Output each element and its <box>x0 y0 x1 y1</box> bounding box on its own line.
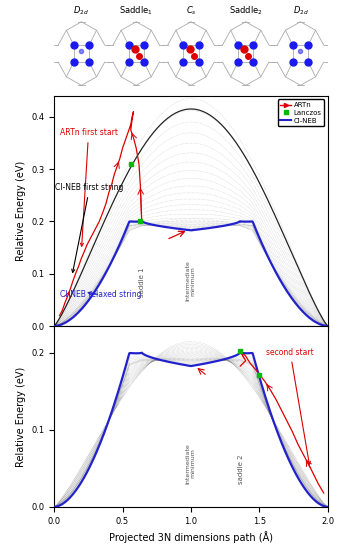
Text: $C_s$: $C_s$ <box>186 5 196 18</box>
Text: second start: second start <box>266 347 314 465</box>
Text: saddle 2: saddle 2 <box>238 454 244 484</box>
X-axis label: Projected 3N dimensions path (Å): Projected 3N dimensions path (Å) <box>109 531 273 543</box>
Text: CI-NEB relaxed string: CI-NEB relaxed string <box>59 290 141 299</box>
Text: $D_{2d}$: $D_{2d}$ <box>292 5 309 18</box>
Text: ARTn first start: ARTn first start <box>59 128 118 246</box>
Legend: ARTn, Lanczos, CI-NEB: ARTn, Lanczos, CI-NEB <box>277 99 324 127</box>
Text: $D_{2d}$: $D_{2d}$ <box>73 5 90 18</box>
Text: CI-NEB first string: CI-NEB first string <box>55 183 124 272</box>
Y-axis label: Relative Energy (eV): Relative Energy (eV) <box>16 161 26 261</box>
Text: Saddle$_1$: Saddle$_1$ <box>119 5 153 18</box>
Text: saddle 1: saddle 1 <box>139 267 145 298</box>
Text: Intermediate
minimum: Intermediate minimum <box>185 443 196 484</box>
Text: Intermediate
minimum: Intermediate minimum <box>185 260 196 301</box>
Y-axis label: Relative Energy (eV): Relative Energy (eV) <box>16 367 26 466</box>
Text: Saddle$_2$: Saddle$_2$ <box>229 5 263 18</box>
